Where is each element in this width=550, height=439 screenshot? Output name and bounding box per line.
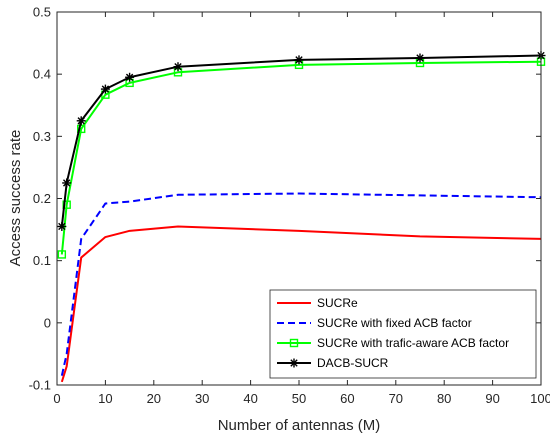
data-point-marker <box>76 124 86 134</box>
y-tick-label: -0.1 <box>29 378 51 393</box>
data-point-marker <box>415 53 425 63</box>
x-tick-label: 80 <box>437 391 451 406</box>
data-point-marker <box>57 250 67 259</box>
legend-entries: SUCRe SUCRe with fixed ACB factor SUCRe wi… <box>277 296 509 370</box>
y-tick-label: 0.5 <box>33 5 51 20</box>
data-point-marker <box>173 62 183 72</box>
x-tick-label: 40 <box>243 391 257 406</box>
x-tick-label: 90 <box>485 391 499 406</box>
legend-label: SUCRe with fixed ACB factor <box>317 316 472 330</box>
y-axis-label: Access success rate <box>7 130 24 267</box>
series-0 <box>60 225 542 383</box>
x-tick-label: 0 <box>53 391 60 406</box>
legend-entry: DACB-SUCR <box>277 356 389 370</box>
x-tick-label: 50 <box>292 391 306 406</box>
legend-marker <box>289 358 299 368</box>
x-axis-label: Number of antennas (M) <box>218 417 381 434</box>
series-line <box>60 60 542 255</box>
legend-label: DACB-SUCR <box>317 356 389 370</box>
y-tick-label: 0.4 <box>33 67 51 82</box>
x-tick-label: 70 <box>389 391 403 406</box>
data-point-marker <box>294 55 304 65</box>
legend-entry: SUCRe with trafic-aware ACB factor <box>277 336 509 350</box>
series-line <box>60 192 542 376</box>
legend: SUCRe SUCRe with fixed ACB factor SUCRe wi… <box>269 289 537 379</box>
x-tick-label: 60 <box>340 391 354 406</box>
data-point-marker <box>62 178 72 188</box>
legend-marker <box>289 338 299 348</box>
data-point-marker <box>76 116 86 126</box>
y-tick-label: 0.1 <box>33 253 51 268</box>
series-1 <box>60 192 542 376</box>
x-tick-label: 20 <box>147 391 161 406</box>
y-tick-label: 0 <box>44 315 51 330</box>
x-tick-label: 10 <box>98 391 112 406</box>
legend-entry: SUCRe <box>277 296 358 310</box>
ticks-layer: 0 10 20 30 40 50 60 70 80 90 100-0.100.10.20.30.40… <box>29 5 550 407</box>
data-point-marker <box>125 72 135 82</box>
y-tick-label: 0.2 <box>33 191 51 206</box>
data-point-marker <box>100 84 110 94</box>
x-tick-label: 30 <box>195 391 209 406</box>
legend-label: SUCRe with trafic-aware ACB factor <box>317 336 509 350</box>
legend-label: SUCRe <box>317 296 358 310</box>
series-line <box>60 225 542 383</box>
data-point-marker <box>57 221 67 231</box>
x-tick-label: 100 <box>530 391 550 406</box>
legend-entry: SUCRe with fixed ACB factor <box>277 316 472 330</box>
data-point-marker <box>62 200 71 209</box>
legend-box <box>269 289 537 379</box>
series-layer <box>57 51 546 383</box>
series-3 <box>57 51 546 231</box>
y-tick-label: 0.3 <box>33 129 51 144</box>
